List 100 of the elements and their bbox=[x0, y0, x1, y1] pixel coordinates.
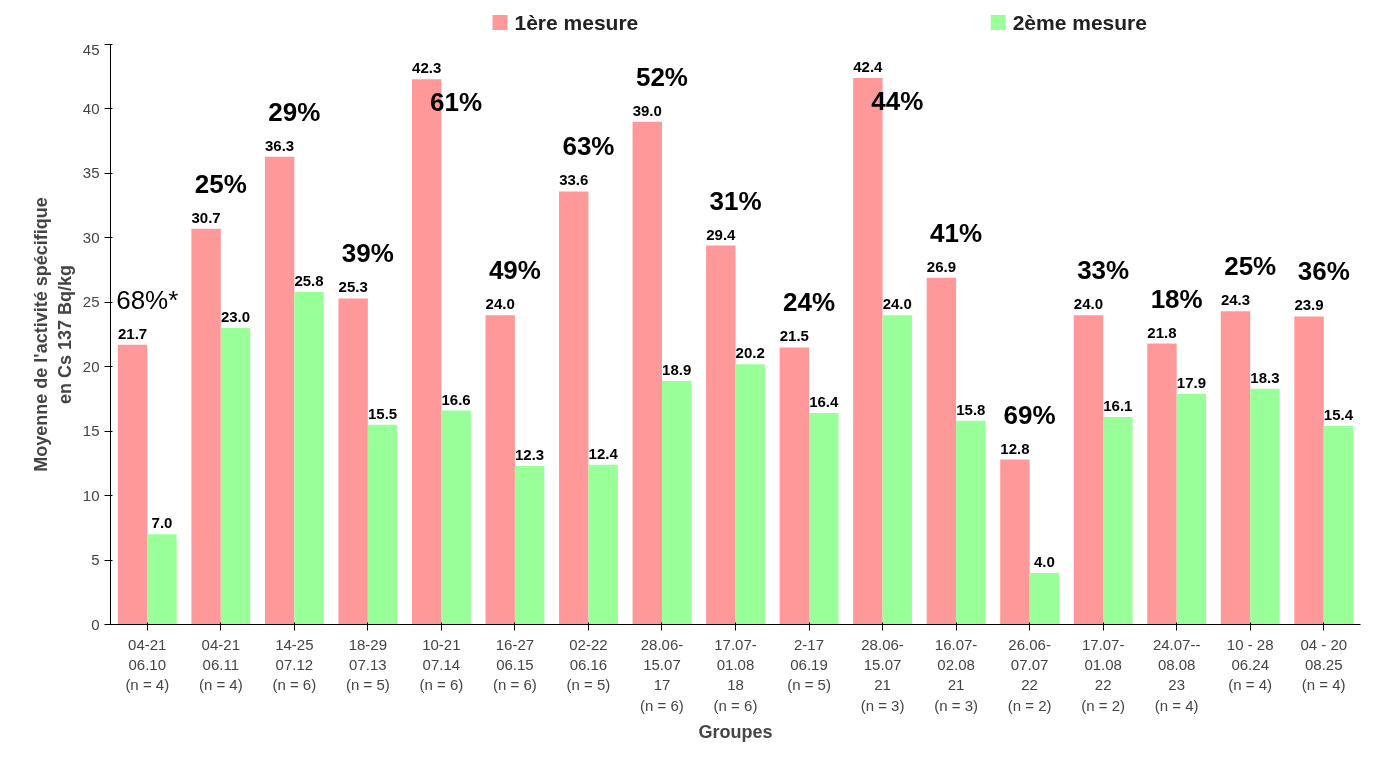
data-label: 39.0 bbox=[632, 101, 662, 119]
data-label: 18.3 bbox=[1250, 368, 1280, 386]
annotation: 24% bbox=[783, 287, 836, 318]
bar bbox=[1147, 343, 1177, 625]
annotation: 29% bbox=[268, 96, 321, 127]
annotation: 41% bbox=[930, 217, 983, 248]
annotation: 31% bbox=[709, 185, 762, 216]
bar bbox=[294, 291, 324, 625]
data-label: 25.8 bbox=[294, 271, 324, 289]
bar bbox=[809, 413, 839, 625]
data-label: 21.8 bbox=[1147, 323, 1177, 341]
bar bbox=[147, 534, 177, 625]
legend-label: 2ème mesure bbox=[1012, 11, 1147, 34]
bar bbox=[485, 315, 515, 625]
data-label: 4.0 bbox=[1033, 552, 1055, 570]
bar bbox=[926, 277, 957, 625]
x-axis-title: Groupes bbox=[698, 721, 773, 742]
data-label: 12.3 bbox=[515, 445, 545, 463]
annotation: 25% bbox=[194, 168, 247, 199]
data-label: 12.4 bbox=[588, 444, 619, 462]
legend-label: 1ère mesure bbox=[514, 11, 639, 34]
bar bbox=[882, 315, 912, 625]
annotation: 68%* bbox=[116, 284, 179, 315]
x-tick-label: 04-21 06.10 (n = 4) bbox=[125, 635, 170, 694]
data-label: 16.4 bbox=[809, 393, 839, 411]
x-tick-label: 26.06- 07.07 22 (n = 2) bbox=[1007, 635, 1052, 714]
y-axis-title: Moyenne de l'activité spécifique en Cs 137 Bq/kg bbox=[30, 197, 75, 472]
x-tick-label: 28.06- 15.07 17 (n = 6) bbox=[640, 635, 684, 714]
data-label: 23.0 bbox=[220, 308, 251, 326]
bar bbox=[441, 410, 471, 625]
bar bbox=[264, 156, 295, 625]
y-tick-label: 25 bbox=[82, 293, 100, 311]
bar bbox=[661, 380, 692, 625]
data-label: 24.0 bbox=[485, 295, 515, 313]
bar bbox=[191, 228, 221, 625]
data-label: 21.7 bbox=[117, 324, 148, 342]
bar bbox=[1000, 459, 1030, 625]
annotation: 25% bbox=[1224, 251, 1277, 282]
bar bbox=[1220, 311, 1251, 625]
data-label: 26.9 bbox=[926, 257, 956, 275]
data-label: 24.0 bbox=[1073, 295, 1104, 313]
y-tick-label: 5 bbox=[91, 551, 100, 569]
annotation: 49% bbox=[488, 255, 541, 286]
x-tick-label: 10 - 28 06.24 (n = 4) bbox=[1226, 635, 1274, 694]
annotation: 36% bbox=[1297, 256, 1350, 287]
bar bbox=[117, 344, 148, 625]
annotation: 39% bbox=[341, 238, 394, 269]
data-label: 16.6 bbox=[441, 390, 471, 408]
data-label: 23.9 bbox=[1294, 296, 1324, 314]
bar bbox=[1294, 316, 1324, 625]
x-tick-label: 17.07- 01.08 22 (n = 2) bbox=[1081, 635, 1126, 714]
data-label: 17.9 bbox=[1176, 373, 1206, 391]
annotation: 44% bbox=[871, 86, 924, 117]
bar bbox=[220, 328, 251, 625]
bar bbox=[1103, 416, 1133, 625]
annotation: 61% bbox=[430, 87, 483, 118]
x-tick-label: 14-25 07.12 (n = 6) bbox=[272, 635, 317, 694]
data-label: 30.7 bbox=[191, 208, 221, 226]
bar bbox=[706, 245, 736, 625]
annotation: 18% bbox=[1150, 283, 1203, 314]
x-tick-label: 24.07-- 08.08 23 (n = 4) bbox=[1152, 635, 1201, 714]
data-label: 25.3 bbox=[338, 278, 368, 296]
bar bbox=[1323, 426, 1354, 625]
bar bbox=[1250, 388, 1280, 625]
x-tick-label: 16-27 06.15 (n = 6) bbox=[493, 635, 537, 694]
x-tick-label: 17.07- 01.08 18 (n = 6) bbox=[713, 635, 758, 714]
bar bbox=[632, 121, 662, 625]
data-label: 42.3 bbox=[412, 59, 442, 77]
y-tick-label: 35 bbox=[82, 164, 100, 182]
data-label: 18.9 bbox=[662, 360, 692, 378]
data-label: 29.4 bbox=[706, 225, 737, 243]
annotation: 33% bbox=[1077, 255, 1130, 286]
y-tick-label: 45 bbox=[82, 40, 100, 58]
annotation: 52% bbox=[635, 61, 688, 92]
bar bbox=[514, 465, 545, 625]
bar bbox=[779, 347, 810, 625]
data-label: 20.2 bbox=[735, 344, 765, 362]
bar bbox=[559, 191, 589, 625]
y-tick-label: 20 bbox=[82, 357, 100, 375]
data-label: 15.5 bbox=[367, 404, 398, 422]
data-label: 42.4 bbox=[853, 58, 884, 76]
data-label: 24.0 bbox=[882, 295, 912, 313]
bar bbox=[367, 424, 398, 625]
y-tick-label: 15 bbox=[82, 422, 100, 440]
y-tick-label: 10 bbox=[82, 486, 100, 504]
data-label: 15.4 bbox=[1323, 406, 1354, 424]
bar bbox=[338, 298, 368, 625]
x-tick-label: 28.06- 15.07 21 (n = 3) bbox=[860, 635, 905, 714]
data-label: 36.3 bbox=[265, 136, 295, 154]
data-label: 16.1 bbox=[1103, 396, 1133, 414]
bar bbox=[735, 364, 765, 625]
annotation: 69% bbox=[1003, 399, 1056, 430]
data-label: 24.3 bbox=[1220, 291, 1251, 309]
annotation: 63% bbox=[562, 131, 615, 162]
bar bbox=[1029, 572, 1060, 625]
y-tick-label: 0 bbox=[91, 615, 100, 633]
bar bbox=[956, 420, 986, 625]
data-label: 33.6 bbox=[559, 171, 589, 189]
x-tick-label: 2-17 06.19 (n = 5) bbox=[787, 635, 831, 694]
x-tick-label: 02-22 06.16 (n = 5) bbox=[566, 635, 611, 694]
